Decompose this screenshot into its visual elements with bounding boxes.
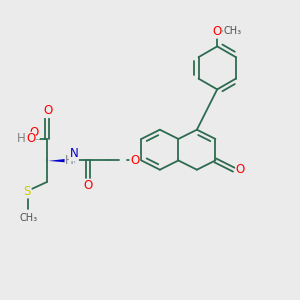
Text: O: O — [236, 163, 245, 176]
Polygon shape — [49, 158, 75, 163]
Text: N: N — [70, 147, 78, 161]
Text: CH₃: CH₃ — [20, 213, 38, 223]
Text: O: O — [130, 154, 140, 167]
Text: O: O — [213, 25, 222, 38]
Text: S: S — [23, 185, 31, 198]
Text: O: O — [44, 104, 53, 117]
Text: H: H — [16, 133, 26, 146]
Text: H: H — [65, 154, 74, 167]
Text: H: H — [22, 133, 31, 146]
Text: O: O — [30, 126, 39, 139]
Text: O: O — [84, 179, 93, 192]
Text: O: O — [26, 133, 35, 146]
Text: CH₃: CH₃ — [224, 26, 242, 37]
